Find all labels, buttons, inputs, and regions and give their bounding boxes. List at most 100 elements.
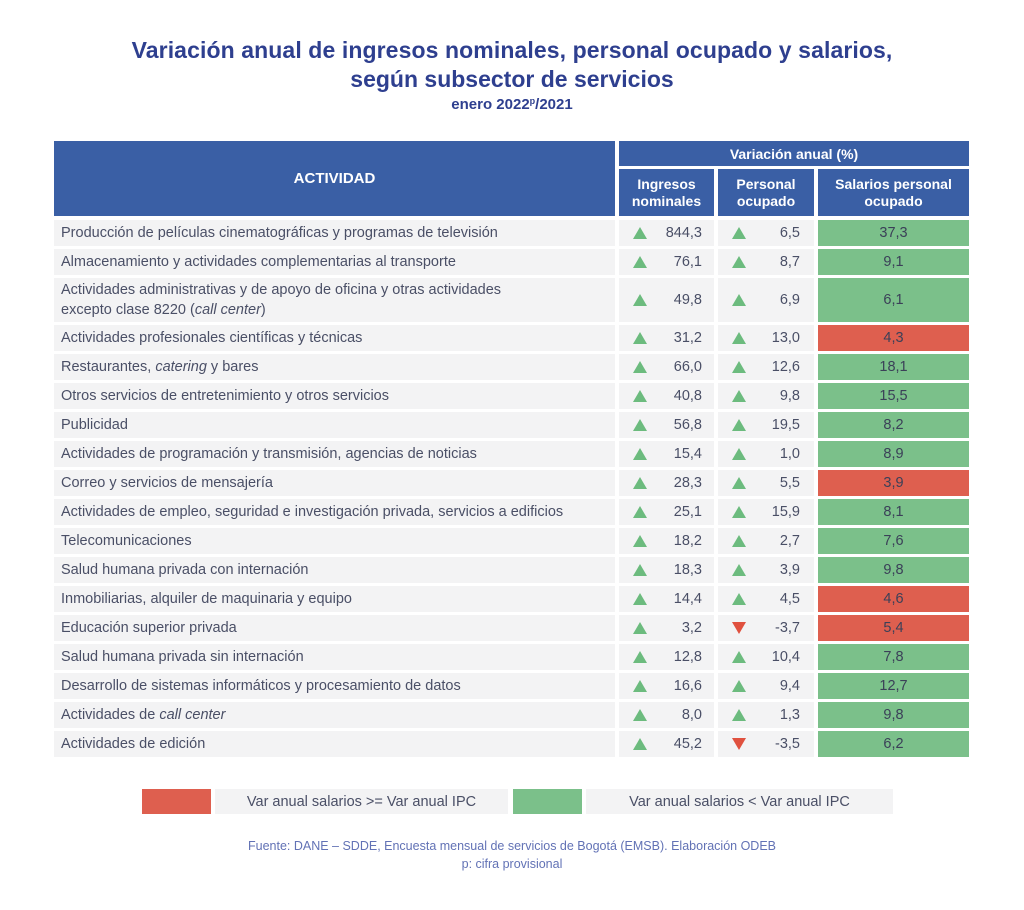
- personal-cell: 1,3: [718, 702, 814, 728]
- triangle-up-icon: [633, 738, 647, 750]
- salarios-cell: 8,1: [818, 499, 969, 525]
- table-row: Salud humana privada sin internación 12,8…: [0, 644, 1024, 670]
- triangle-up-icon: [633, 256, 647, 268]
- triangle-up-icon: [633, 419, 647, 431]
- ingresos-cell: 49,8: [619, 278, 714, 322]
- activity-cell: Desarrollo de sistemas informáticos y pr…: [54, 673, 615, 699]
- activity-label: Actividades profesionales científicas y …: [61, 330, 363, 346]
- table-row: Actividades de empleo, seguridad e inves…: [0, 499, 1024, 525]
- ingresos-value: 844,3: [665, 225, 702, 241]
- personal-value: 9,8: [779, 388, 800, 404]
- table-row: Producción de películas cinematográficas…: [0, 220, 1024, 246]
- personal-value: 1,0: [779, 446, 800, 462]
- ingresos-cell: 844,3: [619, 220, 714, 246]
- triangle-down-icon: [732, 738, 746, 750]
- personal-value: 2,7: [779, 533, 800, 549]
- activity-cell: Actividades profesionales científicas y …: [54, 325, 615, 351]
- triangle-up-icon: [633, 506, 647, 518]
- table-row: Salud humana privada con internación 18,3…: [0, 557, 1024, 583]
- title-line-1: Variación anual de ingresos nominales, p…: [131, 37, 893, 63]
- salarios-cell: 37,3: [818, 220, 969, 246]
- personal-value: 10,4: [771, 649, 800, 665]
- activity-label: Actividades de edición: [61, 736, 206, 752]
- personal-value: 19,5: [771, 417, 800, 433]
- salarios-cell: 18,1: [818, 354, 969, 380]
- salarios-value: 4,6: [883, 591, 904, 607]
- ingresos-cell: 14,4: [619, 586, 714, 612]
- triangle-up-icon: [732, 506, 746, 518]
- table-row: Inmobiliarias, alquiler de maquinaria y …: [0, 586, 1024, 612]
- activity-cell: Restaurantes, catering y bares: [54, 354, 615, 380]
- salarios-cell: 5,4: [818, 615, 969, 641]
- table-row: Otros servicios de entretenimiento y otr…: [0, 383, 1024, 409]
- personal-value: -3,5: [775, 736, 800, 752]
- triangle-up-icon: [732, 535, 746, 547]
- header-ingresos-line2: nominales: [631, 192, 702, 209]
- salarios-value: 9,8: [883, 562, 904, 578]
- activity-label: Almacenamiento y actividades complementa…: [61, 254, 456, 270]
- salarios-value: 15,5: [879, 388, 908, 404]
- header-salarios-personal-ocupado: Salarios personal ocupado: [818, 169, 969, 216]
- ingresos-value: 40,8: [673, 388, 702, 404]
- period-suffix: /2021: [535, 96, 573, 113]
- legend-red-swatch: [142, 789, 211, 814]
- ingresos-value: 18,3: [673, 562, 702, 578]
- personal-value: 6,9: [779, 292, 800, 308]
- ingresos-cell: 28,3: [619, 470, 714, 496]
- table-row: Educación superior privada 3,2 -3,7 5,4: [0, 615, 1024, 641]
- personal-cell: 12,6: [718, 354, 814, 380]
- ingresos-cell: 56,8: [619, 412, 714, 438]
- salarios-value: 9,8: [883, 707, 904, 723]
- activity-label: Publicidad: [61, 417, 128, 433]
- personal-value: 15,9: [771, 504, 800, 520]
- personal-cell: 9,8: [718, 383, 814, 409]
- activity-label-part: excepto clase 8220 (: [61, 302, 195, 318]
- table-row: Actividades de programación y transmisió…: [0, 441, 1024, 467]
- ingresos-value: 16,6: [673, 678, 702, 694]
- personal-value: 8,7: [779, 254, 800, 270]
- personal-cell: -3,5: [718, 731, 814, 757]
- activity-cell: Actividades administrativas y de apoyo d…: [54, 278, 615, 322]
- activity-label: Otros servicios de entretenimiento y otr…: [61, 388, 389, 404]
- activity-label-part: Actividades de: [61, 707, 160, 723]
- table-row: Almacenamiento y actividades complementa…: [0, 249, 1024, 275]
- triangle-up-icon: [633, 622, 647, 634]
- ingresos-value: 25,1: [673, 504, 702, 520]
- activity-cell: Salud humana privada con internación: [54, 557, 615, 583]
- triangle-up-icon: [633, 390, 647, 402]
- footer-source: Fuente: DANE – SDDE, Encuesta mensual de…: [247, 839, 777, 853]
- personal-value: 4,5: [779, 591, 800, 607]
- triangle-up-icon: [633, 294, 647, 306]
- salarios-value: 3,9: [883, 475, 904, 491]
- triangle-up-icon: [732, 419, 746, 431]
- ingresos-value: 14,4: [673, 591, 702, 607]
- ingresos-value: 66,0: [673, 359, 702, 375]
- activity-label: Desarrollo de sistemas informáticos y pr…: [61, 678, 461, 694]
- header-salarios-line1: Salarios personal: [835, 175, 952, 192]
- activity-label-part: y bares: [206, 359, 259, 375]
- salarios-cell: 6,2: [818, 731, 969, 757]
- ingresos-value: 76,1: [673, 254, 702, 270]
- header-variacion-anual: Variación anual (%): [619, 141, 969, 166]
- header-personal-ocupado: Personal ocupado: [718, 169, 814, 216]
- header-personal-line2: ocupado: [736, 192, 796, 209]
- personal-cell: -3,7: [718, 615, 814, 641]
- personal-value: 1,3: [779, 707, 800, 723]
- triangle-up-icon: [633, 448, 647, 460]
- table-row: Telecomunicaciones 18,2 2,7 7,6: [0, 528, 1024, 554]
- activity-cell: Educación superior privada: [54, 615, 615, 641]
- triangle-up-icon: [633, 564, 647, 576]
- period-prefix: enero 2022: [451, 96, 530, 113]
- triangle-up-icon: [732, 294, 746, 306]
- activity-label: Correo y servicios de mensajería: [61, 475, 273, 491]
- triangle-up-icon: [633, 651, 647, 663]
- personal-value: 13,0: [771, 330, 800, 346]
- triangle-down-icon: [732, 622, 746, 634]
- ingresos-cell: 12,8: [619, 644, 714, 670]
- activity-label: Salud humana privada con internación: [61, 562, 309, 578]
- personal-cell: 6,5: [718, 220, 814, 246]
- activity-label-part: Actividades administrativas y de apoyo d…: [61, 282, 502, 298]
- personal-cell: 1,0: [718, 441, 814, 467]
- triangle-up-icon: [732, 448, 746, 460]
- ingresos-value: 15,4: [673, 446, 702, 462]
